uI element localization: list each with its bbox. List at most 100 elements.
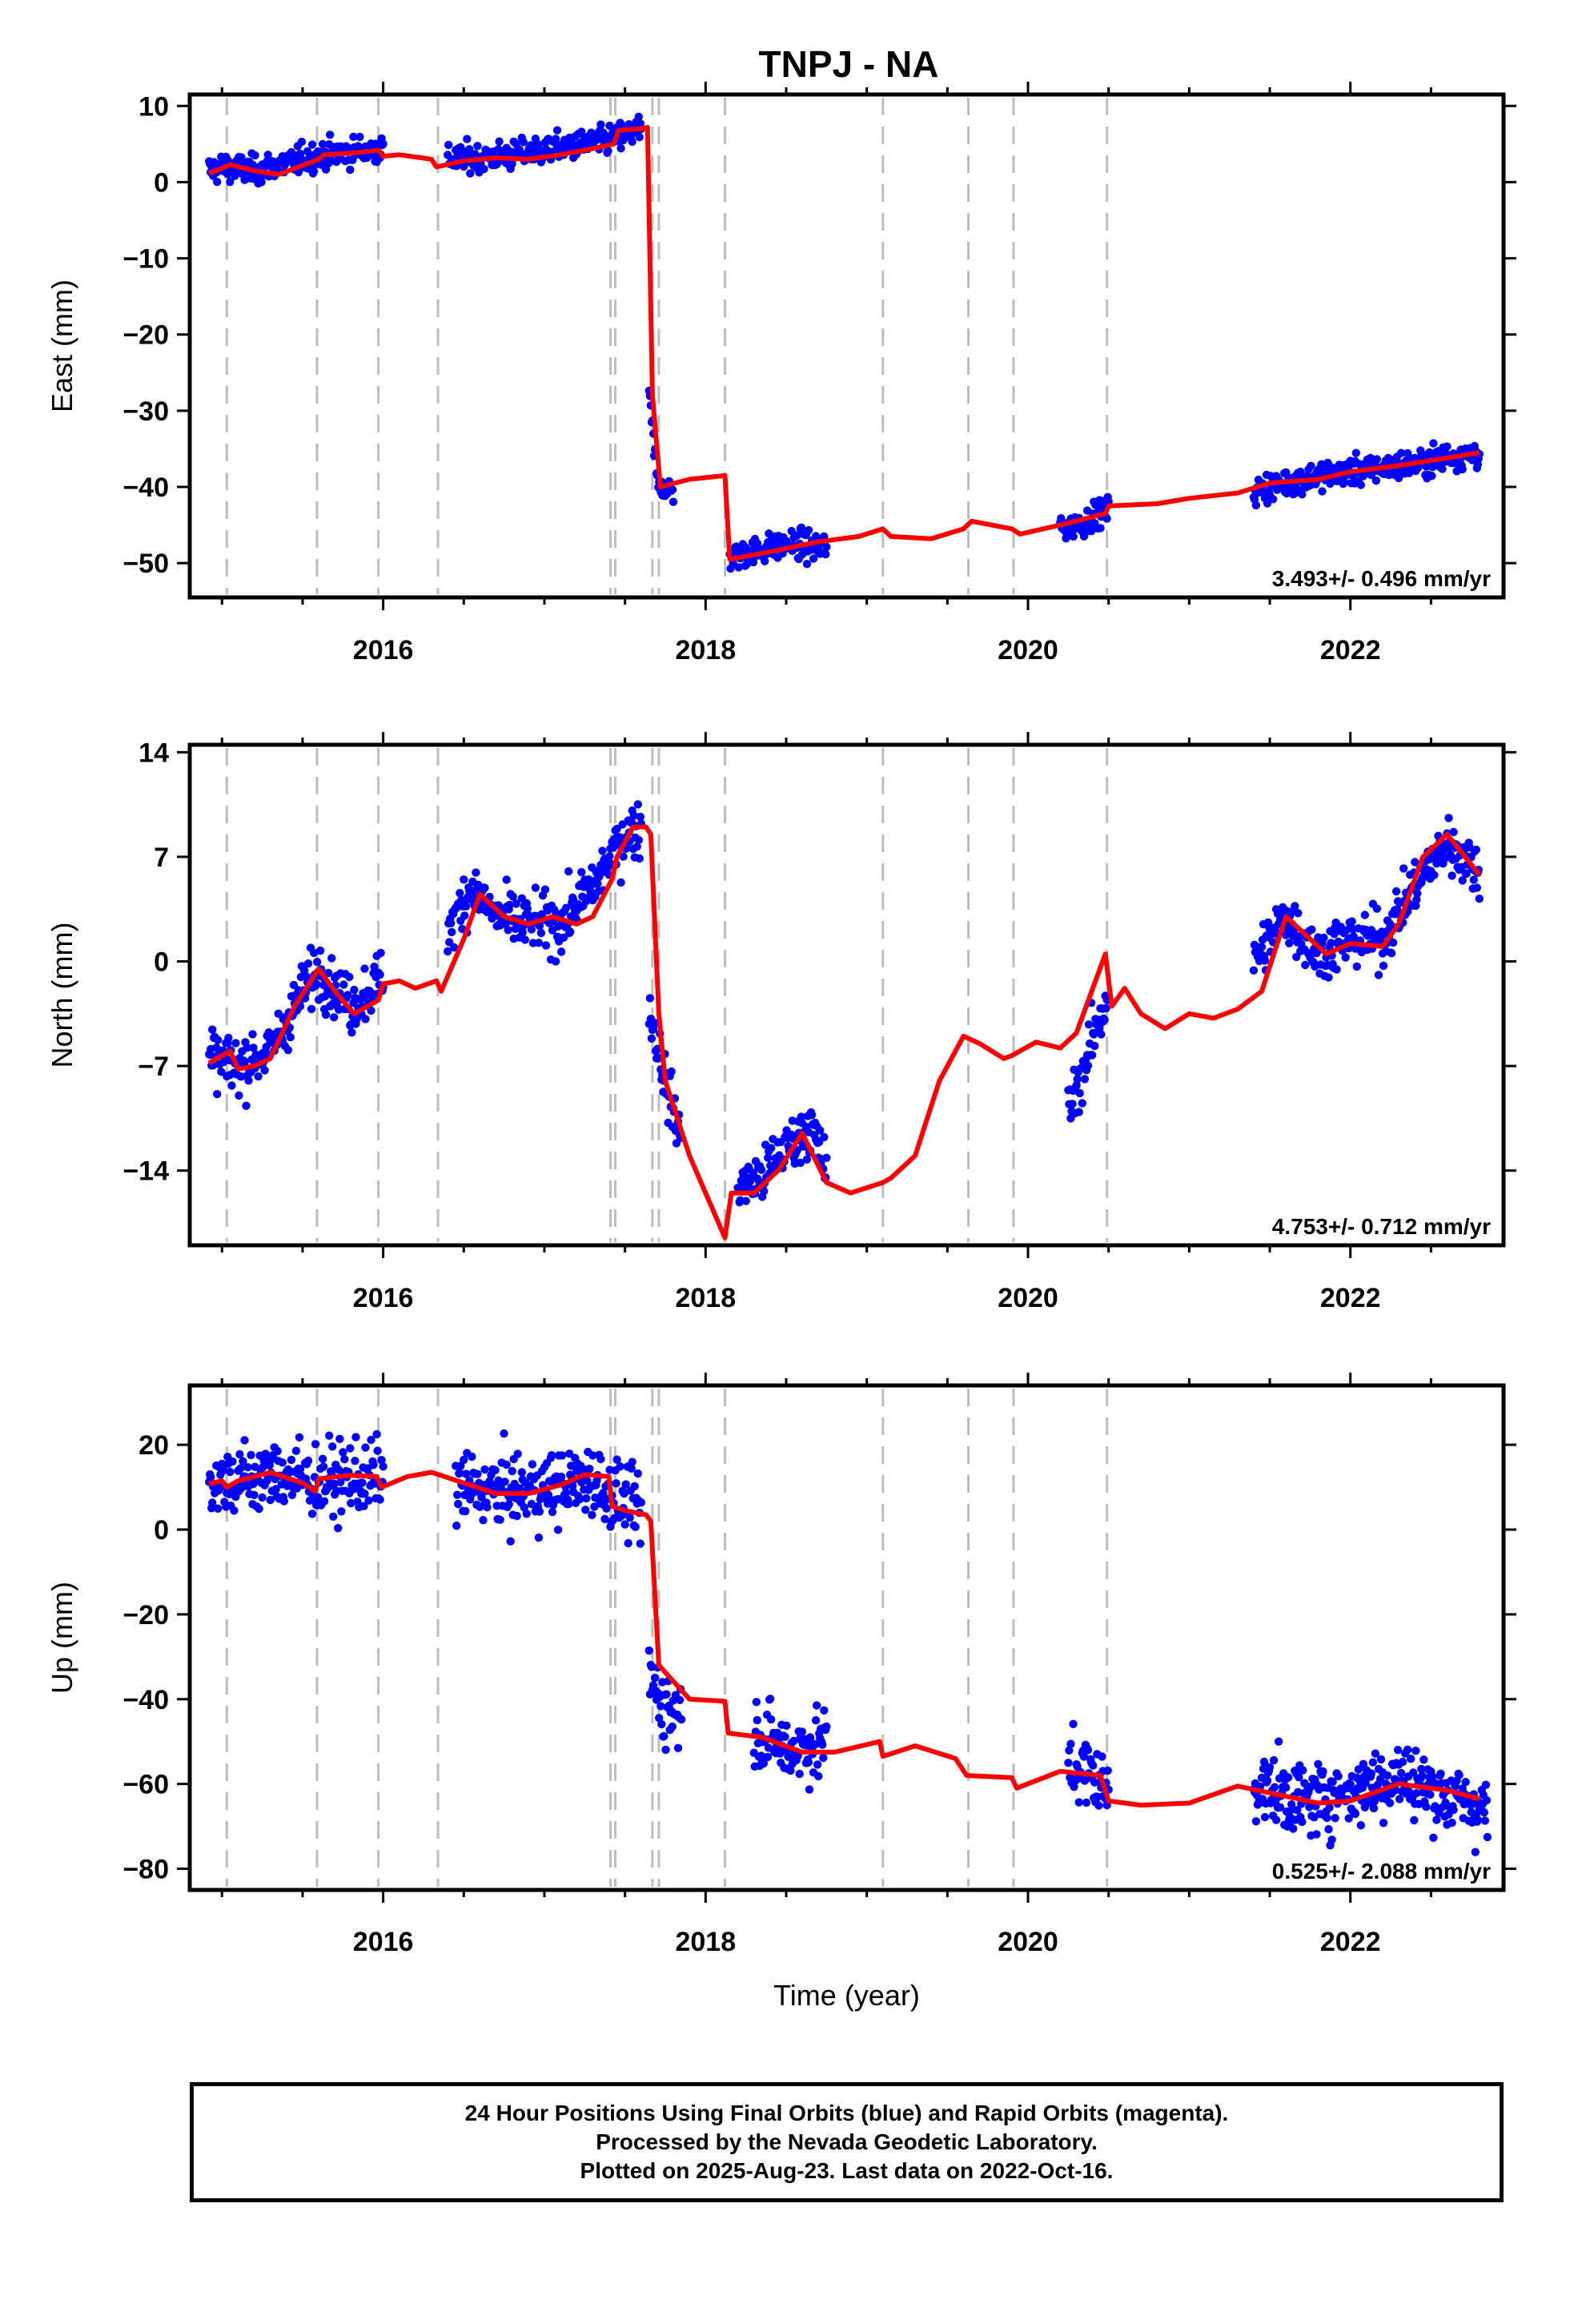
up-point xyxy=(752,1698,761,1707)
east-point xyxy=(1371,476,1381,485)
up-panel: 2016 2018 2020 2022 20 0 −20 −40 −60 −80 Up (mm) Ti… xyxy=(46,1373,1516,2012)
up-point xyxy=(804,1758,813,1767)
up-point xyxy=(1070,1783,1078,1791)
up-point xyxy=(1473,1815,1483,1824)
north-point xyxy=(609,843,618,852)
north-point xyxy=(796,1158,805,1168)
north-point xyxy=(1475,895,1484,903)
east-point xyxy=(619,135,628,145)
up-point xyxy=(319,1497,329,1506)
east-point xyxy=(551,135,560,143)
up-point xyxy=(340,1455,349,1464)
up-point xyxy=(259,1462,267,1472)
up-point xyxy=(588,1510,596,1520)
north-point xyxy=(1068,1100,1077,1108)
up-point xyxy=(624,1538,632,1548)
up-point xyxy=(1079,1752,1089,1761)
up-point xyxy=(1359,1759,1368,1768)
north-point xyxy=(764,1153,773,1163)
east-point xyxy=(1298,490,1307,499)
up-point xyxy=(479,1516,488,1525)
north-point xyxy=(1090,1041,1099,1051)
north-point xyxy=(450,943,459,952)
up-point xyxy=(250,1490,259,1500)
east-x-tick-label: 2020 xyxy=(998,635,1058,665)
up-point xyxy=(328,1442,337,1451)
up-point xyxy=(1351,1809,1360,1819)
north-y-axis-label: North (mm) xyxy=(46,923,78,1068)
north-point xyxy=(330,1013,339,1022)
east-point xyxy=(1351,448,1361,457)
east-point xyxy=(1079,532,1089,541)
up-point xyxy=(1417,1764,1426,1774)
east-point xyxy=(1443,442,1452,451)
up-points xyxy=(205,1429,1492,1856)
up-point xyxy=(351,1457,359,1466)
up-point xyxy=(219,1466,228,1475)
up-point xyxy=(1312,1830,1321,1839)
east-point xyxy=(349,132,358,141)
north-point xyxy=(1341,953,1350,962)
up-point xyxy=(1422,1802,1431,1811)
north-point xyxy=(1087,1051,1097,1059)
up-point xyxy=(627,1464,636,1474)
up-point xyxy=(335,1434,344,1444)
north-point xyxy=(502,875,511,884)
up-point xyxy=(620,1489,628,1498)
north-point xyxy=(1360,911,1370,919)
east-point xyxy=(1307,461,1315,470)
up-point xyxy=(334,1524,343,1533)
up-point xyxy=(291,1446,301,1455)
east-y-axis-label: East (mm) xyxy=(46,279,78,412)
up-point xyxy=(318,1454,327,1463)
up-point xyxy=(452,1522,461,1530)
east-point xyxy=(1396,448,1406,457)
east-point xyxy=(534,140,544,149)
north-point xyxy=(593,879,602,888)
north-point xyxy=(309,948,319,958)
east-point xyxy=(797,523,806,532)
north-point xyxy=(248,1030,257,1039)
up-point xyxy=(287,1455,296,1465)
up-y-axis-label: Up (mm) xyxy=(46,1582,78,1694)
up-x-tick-label: 2018 xyxy=(675,1927,736,1957)
up-point xyxy=(616,1462,624,1471)
up-point xyxy=(797,1727,806,1736)
north-point xyxy=(636,812,644,822)
north-x-tick-label: 2020 xyxy=(998,1283,1058,1313)
north-point xyxy=(1432,859,1441,868)
up-point xyxy=(1263,1776,1272,1785)
up-point xyxy=(375,1495,384,1504)
up-point xyxy=(1284,1773,1293,1782)
east-point xyxy=(804,525,813,535)
north-y-tick-label: 7 xyxy=(154,842,169,873)
east-point xyxy=(309,167,319,176)
east-point xyxy=(802,560,812,569)
up-x-tick-label: 2016 xyxy=(353,1927,414,1957)
north-point xyxy=(1073,1075,1082,1084)
up-point xyxy=(1375,1775,1385,1783)
up-point xyxy=(759,1759,769,1768)
north-point xyxy=(447,919,456,928)
east-point xyxy=(734,563,743,572)
north-point xyxy=(227,1081,236,1090)
up-point xyxy=(1403,1745,1412,1754)
up-point xyxy=(822,1722,831,1731)
up-point xyxy=(240,1436,249,1445)
footer-line-3: Plotted on 2025-Aug-23. Last data on 202… xyxy=(580,2158,1114,2183)
north-y-tick-label: −7 xyxy=(138,1051,169,1082)
east-point xyxy=(822,542,831,552)
up-point xyxy=(230,1506,239,1515)
north-point xyxy=(249,1043,258,1052)
north-point xyxy=(1327,939,1335,947)
up-point xyxy=(528,1460,537,1469)
up-point xyxy=(520,1503,528,1512)
up-point xyxy=(373,1446,382,1455)
up-point xyxy=(517,1468,526,1477)
up-point xyxy=(347,1498,355,1508)
up-point xyxy=(1282,1783,1291,1792)
east-point xyxy=(1356,480,1366,489)
up-point xyxy=(1094,1801,1103,1810)
north-point xyxy=(1084,1020,1094,1029)
